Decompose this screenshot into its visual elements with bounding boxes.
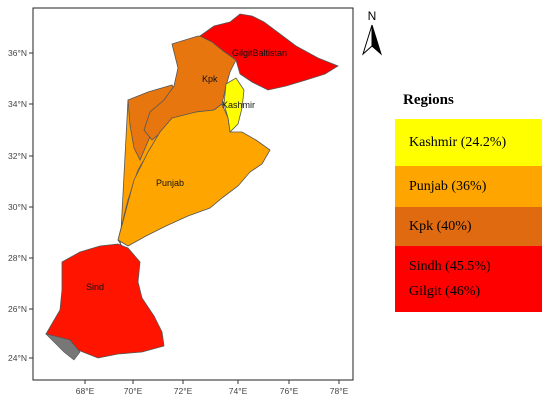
region-label-punjab: Punjab [156, 178, 184, 188]
y-tick-label: 32°N [8, 151, 27, 161]
legend-label: Kashmir (24.2%) [409, 135, 507, 150]
region-label-gilgit: GilgitBaltistan [232, 48, 287, 58]
legend-item-punjab: Punjab (36%) [395, 166, 542, 207]
region-label-sind: Sind [86, 282, 104, 292]
legend-item-kashmir: Kashmir (24.2%) [395, 119, 542, 166]
region-label-kpk: Kpk [202, 74, 218, 84]
region-kashmir [223, 77, 245, 133]
x-tick-label: 76°E [280, 386, 299, 396]
legend-item-kpk: Kpk (40%) [395, 207, 542, 246]
y-tick-label: 30°N [8, 202, 27, 212]
legend-title: Regions [403, 92, 454, 108]
y-tick-label: 36°N [8, 48, 27, 58]
legend-label: Punjab (36%) [409, 179, 487, 194]
axis-ticks [29, 52, 340, 384]
legend-label: Gilgit (46%) [409, 284, 481, 299]
y-tick-label: 28°N [8, 253, 27, 263]
x-tick-label: 78°E [330, 386, 349, 396]
x-tick-label: 74°E [229, 386, 248, 396]
coastline-edge [45, 333, 81, 361]
legend-label: Sindh (45.5%) [409, 259, 491, 274]
y-tick-label: 34°N [8, 99, 27, 109]
region-punjab [117, 103, 271, 247]
x-tick-label: 72°E [174, 386, 193, 396]
x-tick-label: 70°E [124, 386, 143, 396]
y-tick-label: 26°N [8, 304, 27, 314]
legend-label: Kpk (40%) [409, 219, 472, 234]
y-tick-label: 24°N [8, 353, 27, 363]
region-label-kashmir: Kashmir [222, 100, 255, 110]
legend-item-sindh-gilgit: Sindh (45.5%) Gilgit (46%) [395, 246, 542, 312]
region-gilgit-baltistan [199, 13, 339, 91]
north-label: N [368, 9, 377, 23]
north-arrow-icon: N [361, 9, 383, 56]
x-tick-label: 68°E [76, 386, 95, 396]
